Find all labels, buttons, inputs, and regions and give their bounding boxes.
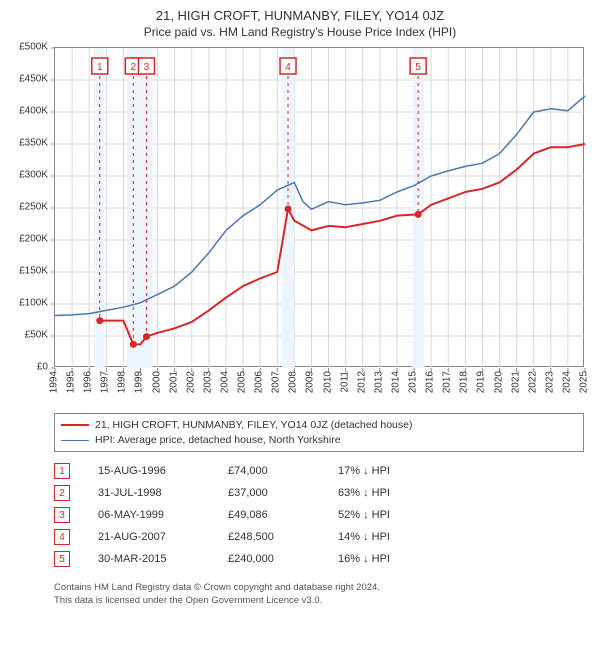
- legend-item-hpi: HPI: Average price, detached house, Nort…: [61, 433, 577, 448]
- y-tick-label: £300K: [19, 170, 48, 181]
- y-tick-label: £350K: [19, 138, 48, 149]
- y-tick-label: £100K: [19, 298, 48, 309]
- x-tick-label: 2025: [579, 371, 590, 393]
- x-tick-label: 2002: [185, 371, 196, 393]
- transaction-date: 06-MAY-1999: [98, 509, 228, 521]
- transaction-price: £240,000: [228, 553, 338, 565]
- x-tick-label: 2023: [544, 371, 555, 393]
- transaction-date: 15-AUG-1996: [98, 465, 228, 477]
- x-tick-label: 2001: [168, 371, 179, 393]
- transaction-diff: 17% ↓ HPI: [338, 465, 390, 477]
- transaction-diff: 14% ↓ HPI: [338, 531, 390, 543]
- x-axis-labels: 1994199519961997199819992000200120022003…: [54, 367, 584, 407]
- transaction-diff: 52% ↓ HPI: [338, 509, 390, 521]
- svg-text:5: 5: [415, 62, 421, 73]
- svg-text:1: 1: [97, 62, 103, 73]
- svg-text:2: 2: [131, 62, 137, 73]
- x-tick-label: 2003: [202, 371, 213, 393]
- legend-swatch: [61, 440, 89, 441]
- transaction-row: 1 15-AUG-1996£74,00017% ↓ HPI: [54, 460, 584, 482]
- x-tick-label: 2000: [151, 371, 162, 393]
- x-tick-label: 2020: [493, 371, 504, 393]
- y-tick-label: £250K: [19, 202, 48, 213]
- x-tick-label: 2015: [408, 371, 419, 393]
- x-tick-label: 2004: [219, 371, 230, 393]
- x-tick-label: 1996: [83, 371, 94, 393]
- x-tick-label: 2011: [339, 371, 350, 393]
- x-tick-label: 1994: [49, 371, 60, 393]
- legend-swatch: [61, 424, 89, 426]
- x-tick-label: 2022: [527, 371, 538, 393]
- chart-container: £0 £50K £100K £150K £200K £250K £300K £350K £400…: [8, 47, 590, 407]
- footer-attribution: Contains HM Land Registry data © Crown c…: [54, 582, 584, 607]
- transaction-badge: 3: [54, 507, 70, 523]
- transaction-date: 31-JUL-1998: [98, 487, 228, 499]
- chart-title: 21, HIGH CROFT, HUNMANBY, FILEY, YO14 0J…: [8, 8, 592, 23]
- x-tick-label: 2019: [476, 371, 487, 393]
- footer-line: Contains HM Land Registry data © Crown c…: [54, 582, 584, 594]
- transaction-row: 4 21-AUG-2007£248,50014% ↓ HPI: [54, 526, 584, 548]
- transaction-badge: 4: [54, 529, 70, 545]
- y-tick-label: £0: [37, 362, 48, 373]
- x-tick-label: 2014: [390, 371, 401, 393]
- svg-text:3: 3: [144, 62, 150, 73]
- x-tick-label: 2005: [237, 371, 248, 393]
- x-tick-label: 1995: [66, 371, 77, 393]
- transaction-row: 5 30-MAR-2015£240,00016% ↓ HPI: [54, 548, 584, 570]
- x-tick-label: 1999: [134, 371, 145, 393]
- transaction-date: 30-MAR-2015: [98, 553, 228, 565]
- transaction-price: £49,086: [228, 509, 338, 521]
- transaction-row: 2 31-JUL-1998£37,00063% ↓ HPI: [54, 482, 584, 504]
- transaction-price: £248,500: [228, 531, 338, 543]
- x-tick-label: 2006: [254, 371, 265, 393]
- x-tick-label: 2008: [288, 371, 299, 393]
- x-tick-label: 2017: [442, 371, 453, 393]
- transaction-badge: 2: [54, 485, 70, 501]
- legend-label: HPI: Average price, detached house, Nort…: [95, 433, 341, 448]
- x-tick-label: 1997: [100, 371, 111, 393]
- transaction-badge: 1: [54, 463, 70, 479]
- plot-area: 12345: [54, 47, 584, 367]
- y-tick-label: £450K: [19, 74, 48, 85]
- y-tick-label: £50K: [25, 330, 48, 341]
- plot-svg: 12345: [55, 48, 585, 368]
- x-tick-label: 2024: [561, 371, 572, 393]
- chart-subtitle: Price paid vs. HM Land Registry's House …: [8, 25, 592, 39]
- y-axis-labels: £0£50K£100K£150K£200K£250K£300K£350K£400…: [8, 47, 52, 367]
- transactions-table: 1 15-AUG-1996£74,00017% ↓ HPI 2 31-JUL-1998…: [54, 460, 584, 570]
- svg-text:4: 4: [285, 62, 291, 73]
- y-tick-label: £400K: [19, 106, 48, 117]
- x-tick-label: 2021: [510, 371, 521, 393]
- x-tick-label: 2016: [425, 371, 436, 393]
- legend: 21, HIGH CROFT, HUNMANBY, FILEY, YO14 0J…: [54, 413, 584, 452]
- x-tick-label: 1998: [117, 371, 128, 393]
- transaction-row: 3 06-MAY-1999£49,08652% ↓ HPI: [54, 504, 584, 526]
- legend-item-price-paid: 21, HIGH CROFT, HUNMANBY, FILEY, YO14 0J…: [61, 418, 577, 433]
- transaction-diff: 63% ↓ HPI: [338, 487, 390, 499]
- x-tick-label: 2007: [271, 371, 282, 393]
- y-tick-label: £500K: [19, 42, 48, 53]
- x-tick-label: 2012: [356, 371, 367, 393]
- transaction-price: £74,000: [228, 465, 338, 477]
- transaction-date: 21-AUG-2007: [98, 531, 228, 543]
- y-tick-label: £150K: [19, 266, 48, 277]
- x-tick-label: 2013: [373, 371, 384, 393]
- x-tick-label: 2009: [305, 371, 316, 393]
- transaction-diff: 16% ↓ HPI: [338, 553, 390, 565]
- legend-label: 21, HIGH CROFT, HUNMANBY, FILEY, YO14 0J…: [95, 418, 412, 433]
- footer-line: This data is licensed under the Open Gov…: [54, 595, 584, 607]
- y-tick-label: £200K: [19, 234, 48, 245]
- transaction-badge: 5: [54, 551, 70, 567]
- x-tick-label: 2018: [459, 371, 470, 393]
- transaction-price: £37,000: [228, 487, 338, 499]
- x-tick-label: 2010: [322, 371, 333, 393]
